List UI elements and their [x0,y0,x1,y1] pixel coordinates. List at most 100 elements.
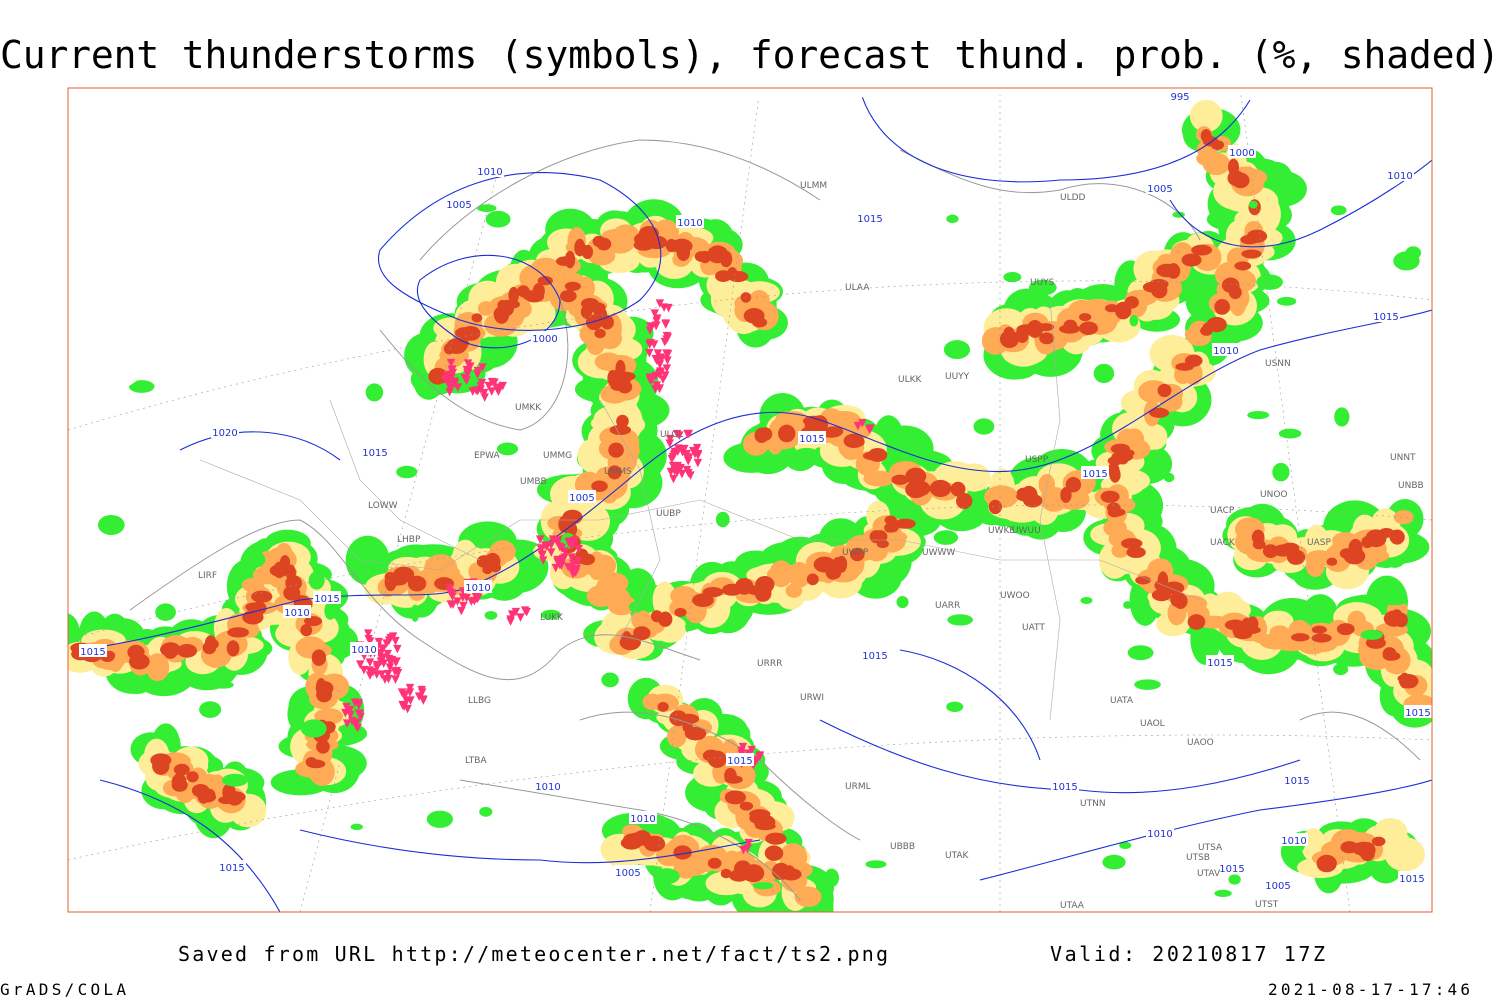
shade-blob [1189,99,1223,133]
shade-blob [769,560,793,588]
storm-symbol: ▼ [667,465,676,478]
storm-symbol: ▼ [680,442,689,455]
storm-symbol: ▼ [366,655,375,668]
storm-symbol: ▼ [448,590,457,603]
storm-symbol: ▼ [674,445,683,458]
storm-symbol: ▼ [369,665,378,678]
storm-symbol: ▼ [459,599,468,612]
isobar-label: 1010 [1147,829,1172,840]
isobar-label-box [1404,705,1432,718]
storm-symbol: ▼ [543,538,552,551]
shade-blob [496,442,519,456]
shade-blob [479,806,493,817]
storm-symbol: ▼ [356,710,365,723]
storm-symbol: ▼ [351,696,360,709]
storm-symbol: ▼ [446,582,455,595]
station-label: USPP [1025,455,1049,465]
station-label: UWKE [988,526,1015,536]
storm-symbol: ▼ [523,605,532,618]
shade-blob [929,479,952,497]
isobar-label-box [313,591,341,604]
shade-blob [311,649,327,666]
shade-blob [1311,633,1332,643]
shade-blob [251,590,273,603]
shade-blob [1202,136,1219,147]
station-label: LOWW [368,501,398,511]
storm-symbol: ▼ [664,301,673,314]
storm-symbol: ▼ [559,552,568,565]
shade-blob [177,643,198,658]
storm-symbol: ▼ [659,373,668,386]
isobar-label-box [1146,826,1174,839]
storm-symbol: ▼ [674,462,683,475]
shade-blob [434,370,450,384]
shade-blob [1187,300,1210,312]
storm-symbol: ▼ [391,664,400,677]
storm-symbol: ▼ [384,667,393,680]
storm-symbol: ▼ [547,545,556,558]
isobar-label: 1010 [535,782,560,793]
storm-symbol: ▼ [378,642,387,655]
shade-blob [1247,410,1270,420]
storm-symbol: ▼ [346,703,355,716]
storm-symbol: ▼ [366,668,375,681]
storm-symbol: ▼ [573,562,582,575]
shade-blob [384,573,397,592]
shade-blob [424,554,458,582]
shade-blob [1336,623,1355,636]
storm-symbol: ▼ [352,718,361,731]
isobar-label: 1015 [1052,782,1077,793]
station-label: UUBP [656,509,681,519]
shade-blob [950,481,966,497]
shade-blob [707,857,722,869]
isobar-label: 1015 [727,756,752,767]
shade-blob [1334,407,1350,427]
shade-blob [1256,274,1283,290]
shade-blob [674,607,687,617]
isobar-label-box [361,445,389,458]
shade-blob [758,427,773,441]
storm-symbol: ▼ [671,445,680,458]
shade-blob [560,532,576,550]
shade-blob [1333,663,1349,676]
isobar-label-box [798,431,826,444]
storm-symbol: ▼ [656,364,665,377]
storm-symbol: ▼ [355,706,364,719]
storm-symbol: ▼ [383,647,392,660]
storm-symbol: ▼ [398,698,407,711]
shade-blob [227,627,250,638]
shade-blob [867,447,888,462]
shade-blob [1202,152,1231,176]
storm-symbol: ▼ [651,382,660,395]
shade-blob [410,604,420,622]
storm-symbol: ▼ [445,385,454,398]
storm-symbol: ▼ [571,566,580,579]
shade-blob [1191,244,1213,256]
storm-symbol: ▼ [375,635,384,648]
shade-blob [365,383,384,402]
isobar-label-box [476,164,504,177]
storm-symbol: ▼ [756,748,765,761]
storm-symbol: ▼ [364,627,373,640]
shade-blob [1231,172,1250,189]
storm-symbol: ▼ [356,657,365,670]
shade-blob [477,301,495,316]
shade-blob [1381,596,1409,606]
storm-symbol: ▼ [647,320,656,333]
storm-symbol: ▼ [646,320,655,333]
storm-symbol: ▼ [551,561,560,574]
storm-symbol: ▼ [683,451,692,464]
storm-symbol: ▼ [684,454,693,467]
shade-blob [620,631,633,649]
storm-symbol: ▼ [418,685,427,698]
storm-symbol: ▼ [478,360,487,373]
storm-symbol: ▼ [378,668,387,681]
station-label: UNBB [1398,481,1424,491]
storm-symbol: ▼ [556,558,565,571]
storm-symbol: ▼ [651,352,660,365]
shade-blob [1123,601,1133,609]
storm-symbol: ▼ [406,681,415,694]
storm-symbol: ▼ [391,656,400,669]
shade-blob [894,518,916,529]
storm-symbol: ▼ [684,466,693,479]
